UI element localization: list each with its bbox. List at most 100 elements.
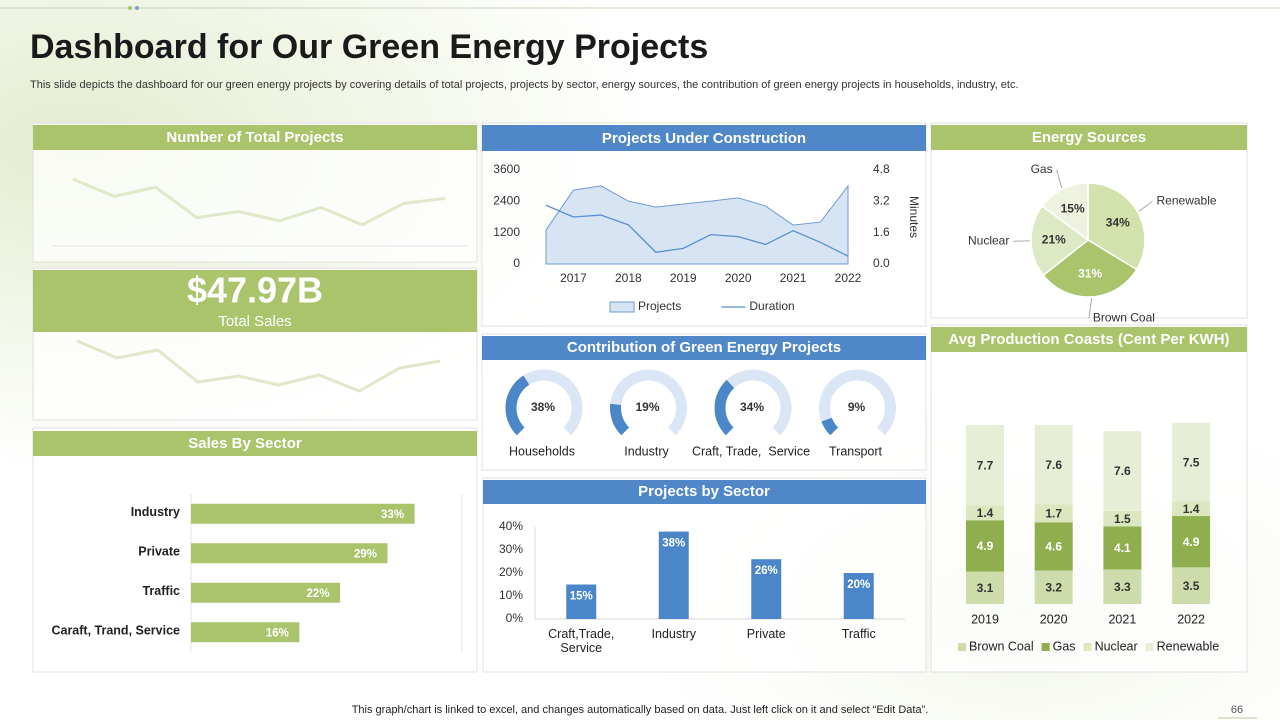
page-number: 66 bbox=[1231, 704, 1243, 716]
pie-slice bbox=[1030, 205, 1090, 277]
y2-tick-label: 3.2 bbox=[873, 194, 890, 208]
bar bbox=[843, 573, 874, 619]
gauge-fill bbox=[610, 403, 630, 436]
x-tick-label: Industry bbox=[651, 627, 696, 641]
y-tick-label: 20% bbox=[499, 565, 523, 579]
bar bbox=[191, 503, 415, 524]
bar-value-label: 20% bbox=[847, 579, 870, 591]
segment-value-label: 1.4 bbox=[1183, 502, 1200, 516]
y-tick-label: 40% bbox=[499, 519, 523, 533]
bar bbox=[191, 622, 300, 643]
x-tick-label: 2020 bbox=[1040, 612, 1068, 626]
line bbox=[545, 204, 849, 257]
y-tick-label: Industry bbox=[131, 505, 180, 519]
y2-axis-label: Minutes bbox=[907, 196, 921, 238]
segment-value-label: 3.5 bbox=[1183, 579, 1200, 593]
gauge-fill bbox=[505, 375, 530, 436]
bar-segment bbox=[1172, 501, 1211, 517]
panel-header bbox=[483, 480, 926, 504]
legend-label: Renewable bbox=[1157, 639, 1220, 653]
kpi-value: $47.97B bbox=[187, 270, 323, 311]
segment-value-label: 4.6 bbox=[1045, 540, 1062, 554]
pie-category-label: Brown Coal bbox=[1093, 311, 1155, 325]
bar-value-label: 16% bbox=[266, 627, 289, 639]
bar bbox=[658, 531, 689, 619]
segment-value-label: 7.6 bbox=[1045, 458, 1062, 472]
slide-title: Dashboard for Our Green Energy Projects bbox=[30, 28, 708, 66]
pie-value-label: 15% bbox=[1061, 202, 1085, 216]
x-tick-label: 2022 bbox=[835, 271, 862, 285]
kpi-label: Total Sales bbox=[218, 313, 291, 330]
panel-title: Avg Production Coasts (Cent Per KWH) bbox=[948, 331, 1229, 348]
bar-segment bbox=[1034, 424, 1073, 505]
gauge-fill bbox=[821, 417, 839, 436]
segment-value-label: 3.1 bbox=[977, 581, 994, 595]
sparkline bbox=[76, 339, 441, 393]
dot bbox=[128, 6, 132, 10]
legend-swatch bbox=[609, 301, 635, 313]
bar-segment bbox=[1034, 570, 1073, 604]
legend-label: Duration bbox=[749, 299, 794, 313]
x-tick-label: Private bbox=[746, 627, 786, 641]
legend-label: Projects bbox=[638, 299, 681, 313]
x-tick-label: 2018 bbox=[615, 271, 642, 285]
pie-slice bbox=[1041, 182, 1089, 242]
gauge-track bbox=[819, 369, 896, 436]
footer-note: This graph/chart is linked to excel, and… bbox=[352, 704, 929, 716]
bar-segment bbox=[966, 520, 1004, 572]
bar-segment bbox=[1103, 431, 1142, 511]
bar bbox=[191, 582, 341, 603]
x-tick-label: 2019 bbox=[670, 271, 697, 285]
gauge-category-label: Craft, Trade, Service bbox=[692, 444, 810, 458]
segment-value-label: 1.4 bbox=[977, 506, 994, 520]
y-tick-label: 30% bbox=[499, 542, 523, 556]
gauge-category-label: Industry bbox=[624, 444, 669, 458]
dot bbox=[135, 6, 139, 10]
pie-category-label: Gas bbox=[1031, 162, 1053, 176]
segment-value-label: 4.9 bbox=[1183, 535, 1200, 549]
legend-label: Nuclear bbox=[1095, 639, 1138, 653]
bar-segment bbox=[1034, 504, 1073, 523]
panel-title: Number of Total Projects bbox=[166, 129, 343, 146]
segment-value-label: 7.5 bbox=[1183, 455, 1200, 469]
gauge-category-label: Households bbox=[509, 444, 575, 458]
segment-value-label: 1.5 bbox=[1114, 512, 1131, 526]
x-tick-label: 2019 bbox=[971, 612, 999, 626]
y2-tick-label: 0.0 bbox=[873, 256, 890, 270]
kpi-block bbox=[33, 270, 477, 332]
pie-category-label: Renewable bbox=[1157, 194, 1217, 208]
y-tick-label: Caraft, Trand, Service bbox=[51, 624, 180, 638]
gauge-value-label: 38% bbox=[531, 400, 555, 414]
segment-value-label: 4.9 bbox=[977, 539, 994, 553]
bar-value-label: 15% bbox=[570, 591, 593, 603]
segment-value-label: 3.2 bbox=[1045, 580, 1062, 594]
legend-label: Brown Coal bbox=[969, 639, 1034, 653]
y-tick-label: 2400 bbox=[493, 194, 520, 208]
panel-title: Projects by Sector bbox=[638, 483, 770, 500]
panel-header bbox=[33, 125, 477, 150]
gauge-value-label: 34% bbox=[740, 400, 764, 414]
panel-title: Energy Sources bbox=[1032, 129, 1146, 146]
bar bbox=[566, 584, 597, 619]
leader-line bbox=[1088, 297, 1093, 319]
gauge-fill bbox=[714, 379, 735, 436]
pie-value-label: 31% bbox=[1078, 266, 1102, 280]
bar-value-label: 22% bbox=[307, 588, 330, 600]
x-tick-label: 2020 bbox=[725, 271, 752, 285]
bar-segment bbox=[1034, 522, 1073, 571]
bar-segment bbox=[1103, 526, 1142, 570]
legend-swatch bbox=[1041, 643, 1050, 651]
pie-value-label: 21% bbox=[1042, 233, 1066, 247]
y2-tick-label: 4.8 bbox=[873, 162, 890, 176]
gauge-value-label: 19% bbox=[635, 400, 659, 414]
x-tick-label: 2021 bbox=[1108, 612, 1136, 626]
legend-swatch bbox=[1083, 643, 1092, 651]
pie-value-label: 34% bbox=[1106, 215, 1130, 229]
legend-swatch bbox=[958, 643, 966, 651]
x-tick-label: 2022 bbox=[1177, 612, 1205, 626]
bar-segment bbox=[1172, 516, 1211, 568]
x-tick-label-box: Traffic bbox=[842, 627, 876, 641]
bar-value-label: 33% bbox=[381, 509, 404, 521]
y-tick-label: 3600 bbox=[493, 162, 520, 176]
